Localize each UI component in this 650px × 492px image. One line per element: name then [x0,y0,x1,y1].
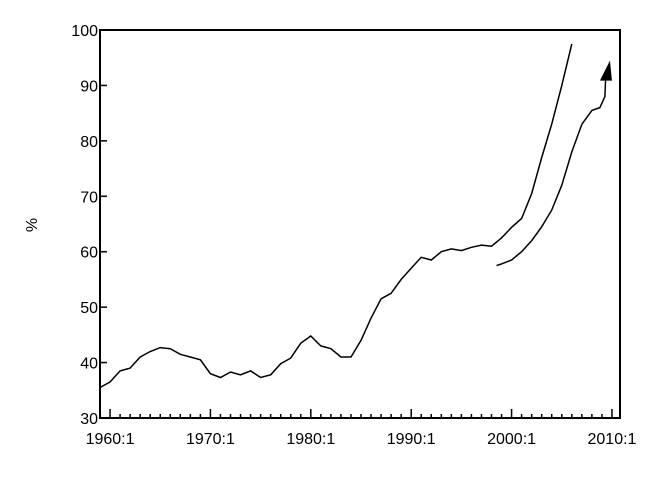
x-tick-label: 1960:1 [86,431,135,448]
series-line-1 [99,43,573,389]
y-tick-label: 70 [80,189,98,206]
y-tick-label: 80 [80,134,98,151]
y-axis-label: % [24,218,41,232]
x-tick-label: 1990:1 [387,431,436,448]
series-end-arrow [599,60,612,81]
y-tick-label: 90 [80,78,98,95]
y-tick-label: 30 [80,411,98,428]
x-tick-label: 2000:1 [487,431,536,448]
y-tick-label: 100 [71,23,98,40]
x-tick-label: 1970:1 [186,431,235,448]
series-line-2 [496,71,607,267]
x-tick-label: 2010:1 [588,431,637,448]
y-tick-label: 40 [80,356,98,373]
x-tick-label: 1980:1 [286,431,335,448]
y-tick-label: 60 [80,245,98,262]
plot-frame [99,29,621,419]
y-tick-label: 50 [80,300,98,317]
